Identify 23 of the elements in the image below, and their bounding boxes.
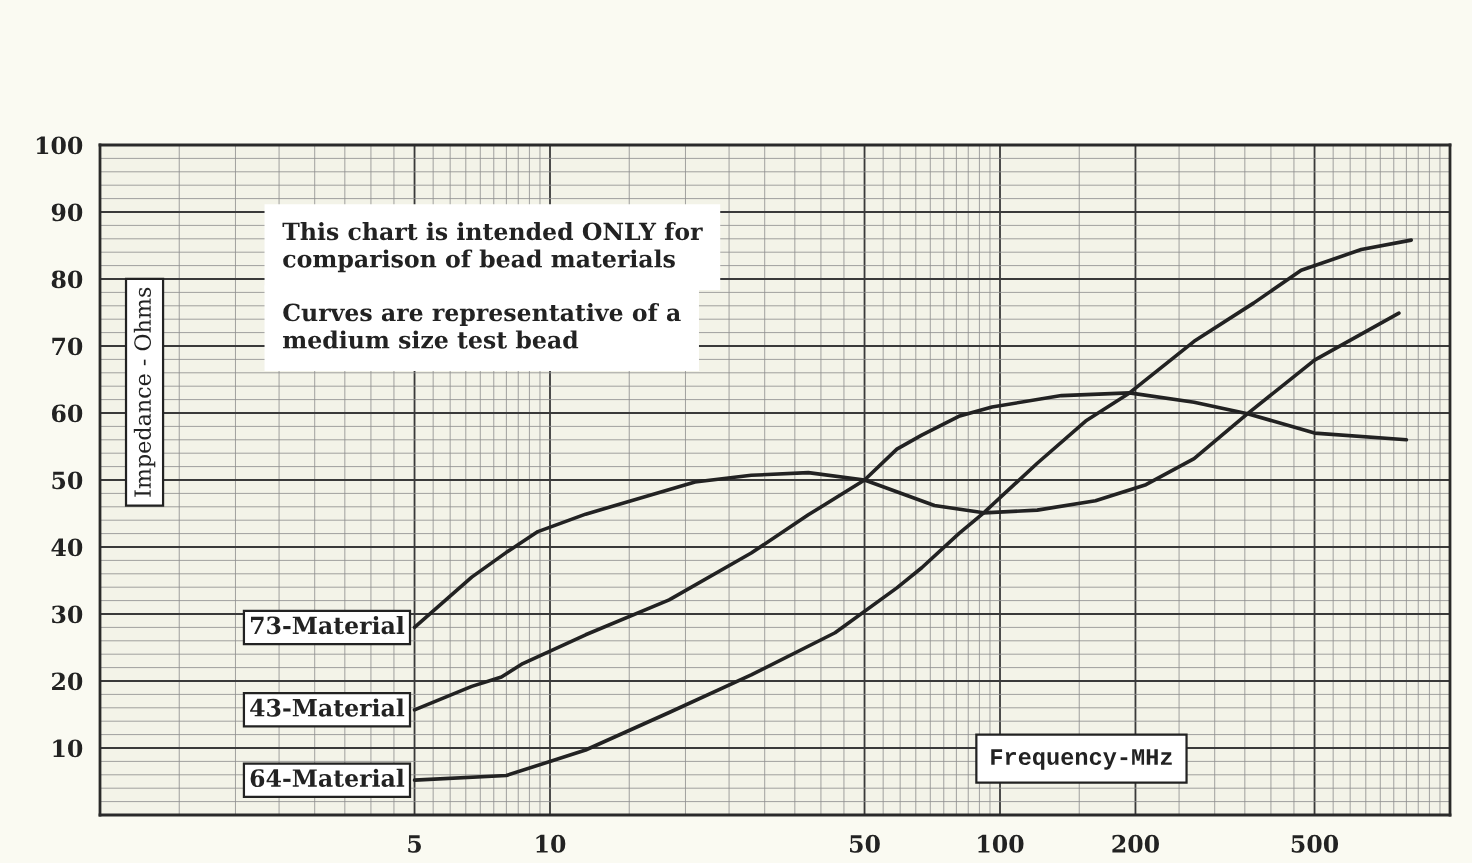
- x-tick-label: 5: [408, 835, 421, 853]
- y-tick-label: 100: [36, 136, 83, 155]
- y-tick-label: 40: [51, 538, 83, 557]
- x-axis-title: Frequency-MHz: [991, 749, 1172, 770]
- series-label: 64-Material: [250, 768, 405, 788]
- y-tick-label: 70: [52, 337, 83, 356]
- y-tick-label: 30: [52, 605, 83, 624]
- y-tick-label: 10: [53, 739, 83, 758]
- annotation: Curves are representative of a medium size test bead: [283, 303, 681, 349]
- y-tick-label: 80: [51, 270, 83, 289]
- y-tick-label: 90: [51, 203, 83, 222]
- x-tick-label: 200: [1112, 834, 1159, 853]
- y-tick-label: 60: [51, 404, 83, 423]
- y-axis-title: Impedance - Ohms: [133, 287, 156, 497]
- x-tick-label: 500: [1291, 834, 1339, 853]
- x-tick-label: 50: [850, 834, 880, 853]
- series-label: 73-Material: [250, 615, 405, 635]
- x-tick-label: 100: [978, 834, 1024, 853]
- x-tick-label: 10: [536, 834, 566, 853]
- y-tick-label: 20: [52, 672, 83, 691]
- y-tick-label: 50: [52, 471, 83, 490]
- series-label: 43-Material: [250, 698, 405, 717]
- annotation: This chart is intended ONLY for comparison of bead materials: [282, 222, 703, 273]
